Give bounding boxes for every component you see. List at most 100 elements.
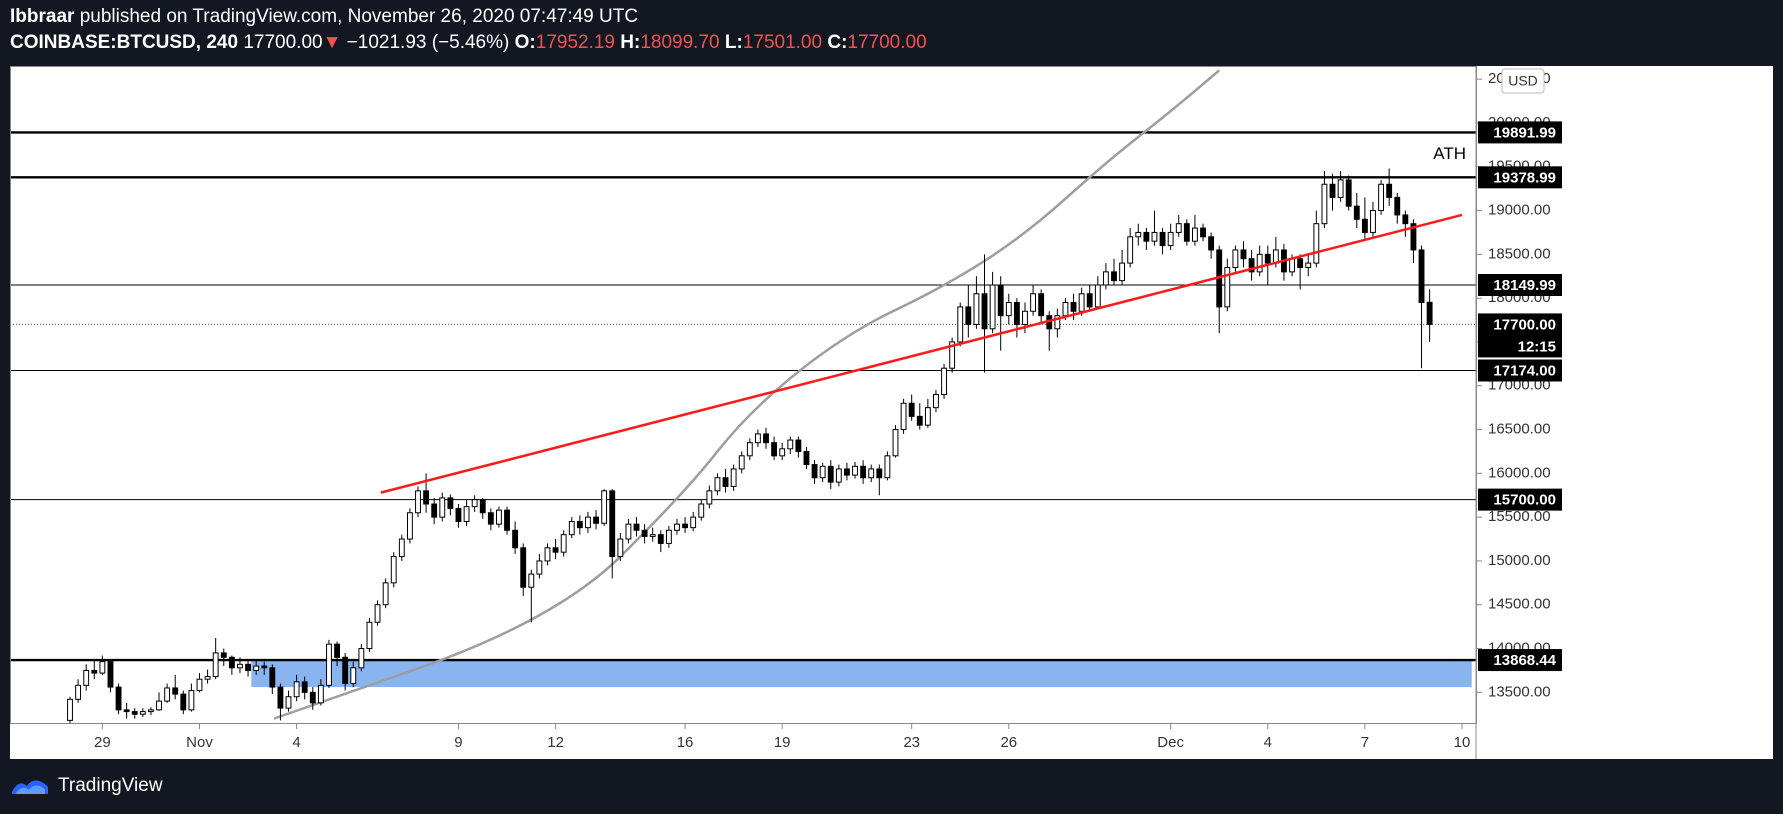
last-price: 17700.00 [243,32,323,53]
candle-body [738,455,745,470]
level-price-tag [1478,649,1562,672]
time-tick-label: 26 [1000,734,1017,751]
price-tick-label: 13500.00 [1488,683,1551,700]
price-tick-label: 15000.00 [1488,552,1551,569]
chart-area[interactable]: ATH20500.0020000.0019500.0019000.0018500… [10,66,1773,759]
candle-body [973,293,980,325]
candle-body [115,686,122,711]
candle-body [1159,231,1166,247]
candle-body [309,691,316,704]
symbol-label[interactable]: COINBASE:BTCUSD, 240 [10,32,239,53]
candle-body [1183,223,1190,242]
candle-body [585,516,591,529]
candle-body [649,534,656,537]
candle-body [771,442,778,457]
time-tick-label: 29 [94,734,111,751]
candle-body [398,538,405,558]
candle-body [301,681,308,693]
candle-body [722,477,729,487]
candle-body [1289,258,1295,273]
low-value: 17501.00 [742,32,823,53]
candle-body [1167,231,1174,247]
candle-body [293,681,300,698]
plot-layer: ATH [10,69,1476,723]
price-tick-label: 14500.00 [1488,596,1551,613]
candle-body [148,709,154,713]
candle-body [1329,183,1336,198]
tradingview-brand[interactable]: TradingView [58,775,163,796]
candle-body [706,490,713,505]
candle-body [892,429,899,457]
price-tick-label: 15500.00 [1488,508,1551,525]
candle-body [1264,253,1271,264]
candle-body [876,468,883,479]
candle-body [617,538,624,558]
candle-body [827,465,834,483]
countdown-label: 12:15 [1518,338,1556,355]
candle-body [1305,262,1312,268]
candle-body [1353,205,1360,220]
candle-body [997,284,1004,317]
candle-body [277,686,284,709]
level-price-tag [1478,121,1562,144]
candle-body [164,687,171,702]
candle-body [746,442,753,457]
candle-body [317,684,324,704]
ath-annotation: ATH [1433,144,1466,163]
time-tick-label: 4 [1264,734,1272,751]
candle-body [1175,223,1182,233]
candle-body [99,661,106,674]
demand-zone [251,660,1472,688]
tradingview-logo-icon[interactable] [10,775,50,797]
candle-body [787,439,794,450]
candle-body [1151,231,1158,242]
candle-body [1127,236,1134,264]
candle-body [779,448,786,457]
last-price-tag [1478,313,1562,358]
candle-body [957,306,964,343]
candle-body [423,490,430,505]
price-tick-label: 16500.00 [1488,421,1551,438]
candle-body [989,284,996,330]
candle-body [860,465,867,479]
price-chart[interactable]: ATH20500.0020000.0019500.0019000.0018500… [10,66,1773,759]
author-name[interactable]: Ibbraar [10,6,75,27]
candle-body [1192,227,1198,242]
candle-body [326,643,332,686]
candle-body [439,497,446,518]
candle-body [1013,302,1020,325]
candle-body [220,652,227,658]
candle-body [601,490,608,524]
candle-body [269,667,276,688]
open-value: 17952.19 [535,32,615,53]
time-tick-label: 4 [292,734,300,751]
candle-body [1361,218,1368,233]
candle-body [625,523,632,540]
level-price-tag [1478,274,1562,297]
candle-body [884,455,891,479]
time-tick-label: Nov [186,734,213,751]
candle-body [374,604,381,623]
candle-body [496,509,502,525]
level-price-label: 18149.99 [1493,277,1556,294]
candle-body [139,711,146,715]
level-price-tag [1478,488,1562,511]
candle-body [1070,302,1077,312]
low-label: L: [724,32,743,53]
price-tick-label: 18500.00 [1488,245,1551,262]
footer: TradingView [10,773,163,799]
candle-body [916,415,923,426]
candle-body [949,341,956,369]
candle-body [1426,301,1433,325]
candle-body [1111,271,1117,282]
candle-body [730,468,737,487]
candle-body [795,439,802,452]
level-price-label: 19891.99 [1493,124,1556,141]
candle-body [1370,210,1376,233]
candle-body [933,394,939,409]
candle-body [665,529,672,544]
candle-body [674,523,680,531]
high-value: 18099.70 [640,32,720,53]
candle-body [83,669,90,686]
candle-body [1240,249,1247,260]
